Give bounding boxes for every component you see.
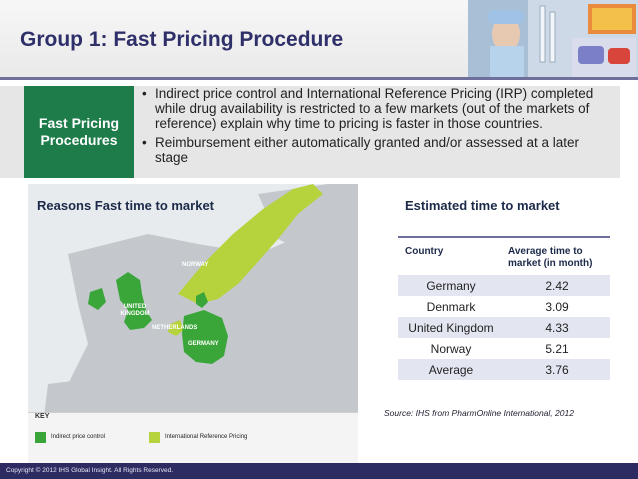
table-cell-value: 2.42 bbox=[545, 279, 569, 293]
map-key bbox=[28, 412, 358, 463]
table-cell-country: Denmark bbox=[426, 300, 476, 314]
map-caption: Reasons Fast time to market bbox=[37, 198, 215, 213]
source-note: Source: IHS from PharmOnline Internation… bbox=[384, 408, 574, 418]
table-cell-country: Average bbox=[428, 363, 474, 377]
table-cell-value: 4.33 bbox=[545, 321, 569, 335]
key-swatch-indirect bbox=[35, 432, 46, 443]
fast-pricing-label: Fast Pricing Procedures bbox=[24, 86, 134, 178]
table-cell-value: 3.76 bbox=[545, 363, 569, 377]
key-label-indirect: Indirect price control bbox=[51, 434, 106, 440]
table-cell-country: Germany bbox=[426, 279, 476, 293]
table-cell-country: Norway bbox=[430, 342, 472, 356]
table-row: Denmark 3.09 bbox=[398, 296, 610, 318]
table-row: United Kingdom 4.33 bbox=[398, 317, 610, 339]
title-rule bbox=[0, 77, 638, 80]
table-cell-value: 5.21 bbox=[545, 342, 569, 356]
key-label-irp: International Reference Pricing bbox=[165, 434, 248, 440]
header-country: Country bbox=[405, 246, 444, 257]
label-netherlands: NETHERLANDS bbox=[152, 325, 198, 331]
header-average-time: Average time to market (in month) bbox=[508, 246, 593, 269]
table-cell-value: 3.09 bbox=[545, 300, 569, 314]
label-norway: NORWAY bbox=[182, 262, 209, 268]
copyright-text: Copyright © 2012 IHS Global Insight. All… bbox=[6, 467, 174, 474]
estimated-title: Estimated time to market bbox=[405, 198, 560, 213]
table-row: Germany 2.42 bbox=[398, 275, 610, 297]
bullet-item: Indirect price control and International… bbox=[142, 86, 612, 131]
bullet-item: Reimbursement either automatically grant… bbox=[142, 135, 612, 165]
label-united-kingdom: UNITED KINGDOM bbox=[120, 304, 150, 317]
fast-pricing-bullets: Indirect price control and International… bbox=[142, 86, 612, 169]
key-swatch-irp bbox=[149, 432, 160, 443]
key-title: KEY bbox=[35, 413, 50, 420]
table-row: Norway 5.21 bbox=[398, 338, 610, 360]
slide-title: Group 1: Fast Pricing Procedure bbox=[20, 28, 344, 51]
header-photo bbox=[468, 0, 638, 78]
label-germany: GERMANY bbox=[188, 341, 219, 347]
table-top-rule bbox=[398, 236, 610, 238]
table-cell-country: United Kingdom bbox=[408, 321, 494, 335]
table-row: Average 3.76 bbox=[398, 359, 610, 381]
footer-bar: Copyright © 2012 IHS Global Insight. All… bbox=[0, 463, 638, 479]
